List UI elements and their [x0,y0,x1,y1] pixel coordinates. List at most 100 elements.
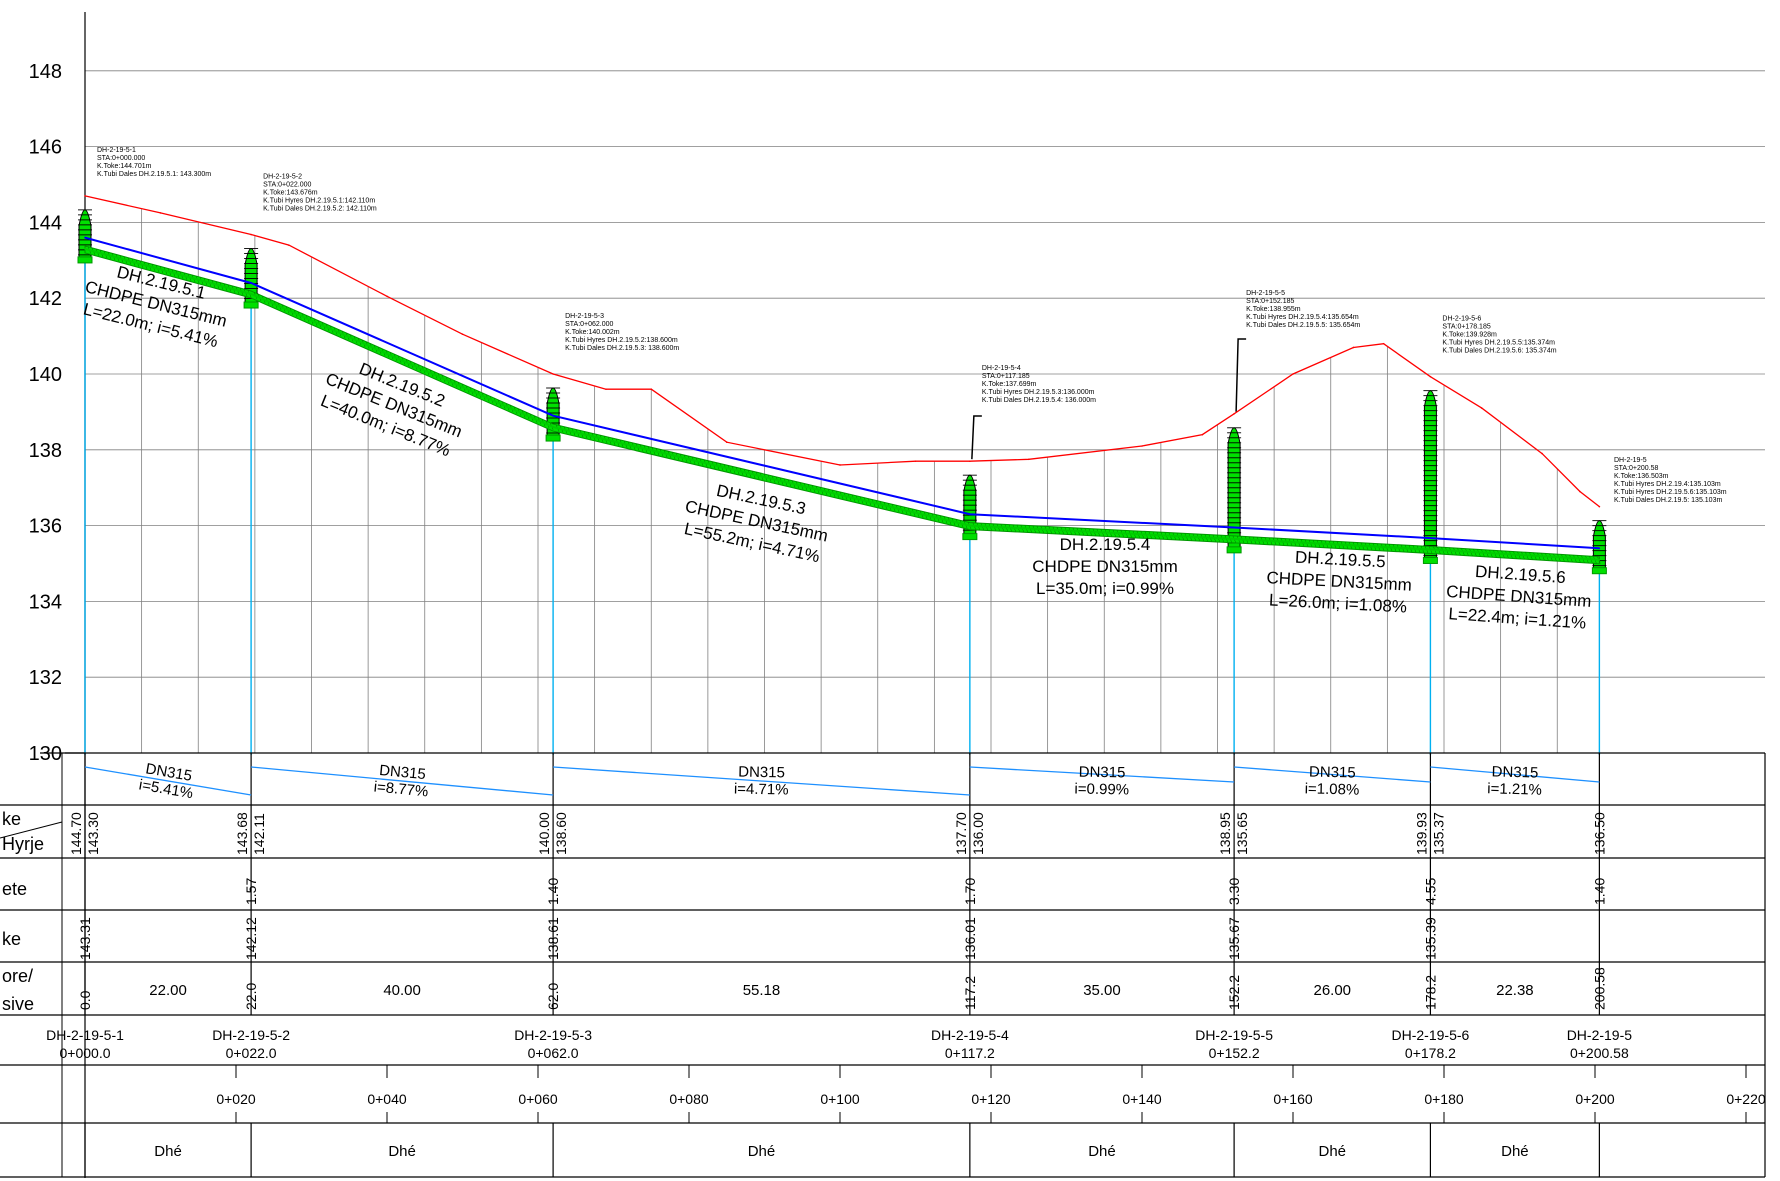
pipe-crown-point [1429,537,1432,539]
pipe-crown-point [250,282,252,284]
manhole-label-line: DH-2-19-5-1 [97,147,136,154]
manhole-label-line: K.Tubi Dales DH.2.19.5.6: 135.374m [1442,348,1556,355]
manhole-base [1422,556,1438,564]
table-slope-line [84,766,252,796]
table-label-diagonal [0,821,63,839]
table-depth-value: 1.40 [1591,878,1607,905]
manhole-label-line: DH-2-19-5-3 [565,313,604,320]
table-ground-elevation: 136.50 [1591,812,1607,855]
pipe-crown-point [552,414,554,417]
manhole-label-line: K.Tubi Hyres DH.2.19.5.5:135.374m [1442,340,1555,347]
table-slope-line [553,766,970,796]
manhole-label-line: STA:0+152.185 [1246,298,1294,305]
table-manhole-name: DH-2-19-5-5 [1195,1027,1273,1043]
manhole-label-line: K.Tubi Hyres DH.2.19.5.3:136.000m [982,389,1095,396]
manhole-base [545,434,561,442]
y-tick-label: 144 [29,212,62,234]
ground-point [1429,375,1432,378]
manhole-label-line: DH-2-19-5-5 [1246,290,1285,297]
manhole-label-line: K.Tubi Hyres DH.2.19.5.2:138.600m [565,337,678,344]
table-manhole-chainage: 0+000.0 [60,1045,111,1061]
ground-point [969,460,971,462]
table-segment-dn: DN315 [738,764,785,782]
table-distance-value: 55.18 [743,982,781,999]
ground-point [1201,433,1204,436]
table-cumulative-value: 178.2 [1422,975,1438,1010]
table-segment-dn: DN315 [1309,763,1356,781]
pipe-invert-point [1429,548,1432,551]
table-cumulative-value: 117.2 [962,976,978,1010]
table-invert-elevation: 142.11 [251,813,267,855]
manhole-label-line: K.Toke:144.701m [97,163,152,170]
table-terrain-value: Dhé [1088,1143,1116,1160]
pipe-segment-label-line: CHDPE DN315mm [1032,557,1177,576]
manhole-label-line: DH-2-19-5-2 [263,174,302,181]
table-segment-slope: i=4.71% [734,780,789,798]
pipe-invert-point [1233,538,1235,540]
table-slope-line [251,766,554,796]
table-invert-value: 142.12 [243,917,259,960]
chainage-tick-label: 0+080 [669,1091,709,1107]
ground-point [461,333,464,336]
manhole-label-line: K.Tubi Dales DH.2.19.5.4: 136.000m [982,397,1096,404]
manhole-label-line: K.Tubi Hyres DH.2.19.5.6:135.103m [1614,489,1727,496]
table-depth-value: 1.57 [243,878,259,905]
pipe-invert-point [552,426,554,428]
pipe-crown-point [84,236,86,239]
y-tick-label: 136 [29,516,62,538]
table-segment-slope: i=1.21% [1487,780,1542,798]
table-manhole-name: DH-2-19-5-4 [931,1027,1009,1043]
table-terrain-value: Dhé [1501,1143,1529,1160]
table-terrain-value: Dhé [154,1143,182,1160]
manhole-label-line: STA:0+178.185 [1442,324,1490,331]
pipe-segment-label-line: DH.2.19.5.5 [1294,548,1386,572]
table-segment-dn: DN315 [1079,764,1126,782]
ground-point [725,441,728,444]
pipe-crown-point [969,513,971,516]
table-segment-slope: i=1.08% [1304,780,1359,798]
ground-point [1027,458,1030,461]
table-distance-value: 35.00 [1083,982,1121,999]
table-depth-value: 3.30 [1226,878,1242,905]
ground-point [1579,490,1581,493]
table-row-label: ke [2,809,21,829]
table-cumulative-value: 200.58 [1591,967,1607,1010]
table-invert-elevation: 143.30 [85,812,101,855]
pipe-crown-point [1233,526,1235,529]
ground-point [159,212,162,214]
table-invert-elevation: 138.60 [553,812,569,855]
table-invert-value: 138.61 [545,917,561,960]
manhole-base [1226,546,1242,554]
manhole-base [1591,567,1607,575]
table-ground-elevation: 144.70 [68,812,84,855]
manhole-label-line: K.Tubi Hyres DH.2.19.5.4:135.654m [1246,314,1359,321]
manhole-label-line: K.Toke:139.928m [1442,332,1497,339]
manhole-label-line: STA:0+200.58 [1614,465,1659,472]
table-manhole-name: DH-2-19-5-1 [46,1027,124,1043]
manhole-label-line: K.Tubi Dales DH.2.19.5.1: 143.300m [97,171,211,178]
table-invert-value: 135.39 [1422,917,1438,960]
manhole-label-line: STA:0+117.185 [982,373,1030,380]
ground-point [84,195,86,197]
manhole-label-line: K.Tubi Dales DH.2.19.5: 135.103m [1614,497,1722,504]
chainage-tick-label: 0+100 [820,1091,860,1107]
manhole-label-line: K.Toke:138.955m [1246,306,1301,313]
table-manhole-name: DH-2-19-5-6 [1392,1027,1470,1043]
table-depth-value: 1.70 [962,878,978,905]
table-terrain-value: Dhé [388,1143,416,1160]
ground-point [250,233,252,236]
table-distance-value: 22.00 [149,982,187,999]
pipe-invert-point [1598,558,1601,561]
pipe-segment-label-line: DH.2.19.5.4 [1060,535,1151,554]
manhole-label-line: K.Toke:136.503m [1614,473,1669,480]
y-tick-label: 132 [29,667,62,689]
chainage-tick-label: 0+160 [1273,1091,1313,1107]
manhole-label-line: STA:0+022.000 [263,182,311,189]
manhole-base [962,533,978,541]
manhole-label-line: DH-2-19-5-4 [982,365,1021,372]
